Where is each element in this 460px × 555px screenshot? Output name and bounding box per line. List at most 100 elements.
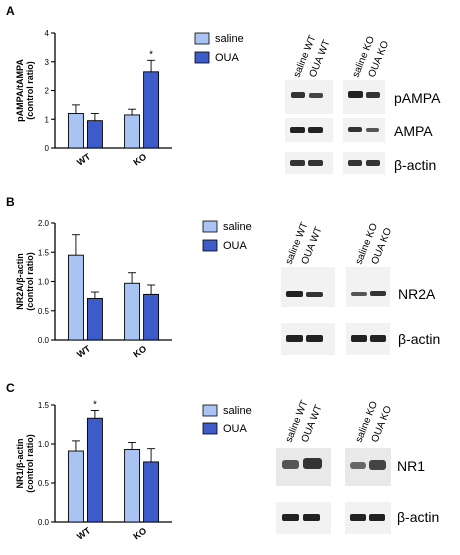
y-tick-label: 2 xyxy=(45,87,50,96)
x-tick-label-ko: KO xyxy=(131,526,148,542)
bar-chart-nr2a: 0.0 0.5 1.0 1.5 2.0 NR2A/β-actin (control rati… xyxy=(15,219,172,360)
legend-label-oua: OUA xyxy=(223,240,248,252)
blot-band xyxy=(306,292,323,297)
bar-chart-nr1: 0.0 0.5 1.0 1.5 NR1/β-actin (control ratio) WT… xyxy=(15,399,172,542)
legend-swatch-saline xyxy=(194,32,210,45)
blot-band xyxy=(370,291,386,296)
bar-saline-ko xyxy=(124,449,141,523)
legend-label-saline: saline xyxy=(223,405,252,417)
blot-band xyxy=(351,292,367,296)
blot-c: saline WT OUA WT saline KO OUA KO NR1 β-… xyxy=(276,399,439,534)
legend-label-oua: OUA xyxy=(215,52,240,64)
y-tick-label: 0.0 xyxy=(38,518,50,527)
blot-band xyxy=(351,335,367,342)
blot-image-nr2a-wt xyxy=(281,267,335,307)
legend-swatch-oua xyxy=(194,51,210,64)
legend-swatch-saline xyxy=(202,404,218,417)
bar-saline-ko xyxy=(124,282,141,341)
blot-band xyxy=(366,128,379,132)
legend-label-saline: saline xyxy=(215,33,244,45)
blot-band xyxy=(309,93,323,98)
blot-band xyxy=(282,514,299,521)
blot-band xyxy=(370,335,386,342)
blot-label-pampa: pAMPA xyxy=(394,90,441,106)
y-tick-label: 4 xyxy=(45,29,50,38)
blot-label-nr2a: NR2A xyxy=(398,286,436,302)
blot-a: saline WT OUA WT saline KO OUA KO pAMPA … xyxy=(285,34,441,174)
bar-oua-ko xyxy=(143,71,160,149)
blot-band xyxy=(369,514,385,521)
y-tick-label: 1.5 xyxy=(38,248,50,257)
blot-band xyxy=(290,127,305,133)
panel-letter-c: C xyxy=(6,381,15,395)
legend-swatch-oua xyxy=(202,239,218,252)
panel-letter-a: A xyxy=(6,4,15,18)
blot-band xyxy=(348,127,362,132)
x-tick-label-wt: WT xyxy=(75,151,93,168)
legend-label-saline: saline xyxy=(223,221,252,233)
blot-label-nr1: NR1 xyxy=(397,458,425,474)
x-tick-label-wt: WT xyxy=(75,343,93,360)
x-tick-label-ko: KO xyxy=(131,344,148,360)
y-axis-label: (control ratio) xyxy=(25,252,35,311)
legend-swatch-oua xyxy=(202,422,218,435)
legend-b: saline OUA xyxy=(202,220,252,252)
significance-marker: * xyxy=(93,399,97,410)
blot-band xyxy=(303,514,320,521)
bar-saline-wt xyxy=(67,450,84,523)
blot-image-nr2a-ko xyxy=(346,267,390,307)
blot-band xyxy=(366,160,380,166)
blot-band xyxy=(306,335,323,342)
blot-label-ampa: AMPA xyxy=(394,123,433,139)
blot-band xyxy=(308,127,323,133)
bar-oua-ko xyxy=(143,293,160,341)
significance-marker: * xyxy=(149,49,153,60)
y-axis-label: (control ratio) xyxy=(25,61,35,120)
blot-band xyxy=(348,91,363,98)
x-tick-label-ko: KO xyxy=(131,152,148,168)
blot-band xyxy=(290,160,305,166)
bar-saline-wt xyxy=(67,254,84,341)
blot-image-actin-ko xyxy=(343,152,385,174)
blot-band xyxy=(303,458,322,469)
legend-c: saline OUA xyxy=(202,404,252,435)
y-tick-label: 0.5 xyxy=(38,307,50,316)
y-tick-label: 1 xyxy=(45,115,50,124)
blot-b: saline WT OUA WT saline KO OUA KO NR2A β… xyxy=(281,221,440,355)
blot-band xyxy=(350,514,366,521)
legend-label-oua: OUA xyxy=(223,423,248,435)
bar-oua-wt xyxy=(86,417,103,523)
y-tick-label: 1.5 xyxy=(38,401,50,410)
blot-band xyxy=(282,460,299,469)
blot-band xyxy=(350,462,366,469)
y-tick-label: 1.0 xyxy=(38,278,50,287)
blot-band xyxy=(366,92,380,98)
bar-saline-ko xyxy=(124,114,141,149)
legend-a: saline OUA xyxy=(194,32,244,64)
y-axis-label: NR2A/β-actin xyxy=(15,253,25,310)
legend-swatch-saline xyxy=(202,220,218,233)
y-tick-label: 1.0 xyxy=(38,440,50,449)
y-axis-label: pAMPA/tAMPA xyxy=(15,59,25,122)
blot-band xyxy=(291,92,305,98)
bar-chart-pampa: 0 1 2 3 4 pAMPA/tAMPA (control ratio) WT KO * xyxy=(15,29,172,168)
panel-letter-b: B xyxy=(6,195,15,209)
y-tick-label: 3 xyxy=(45,58,50,67)
blot-label-actin: β-actin xyxy=(397,509,439,525)
x-tick-label-wt: WT xyxy=(75,525,93,542)
blot-band xyxy=(286,291,303,297)
bar-oua-wt xyxy=(86,298,103,341)
blot-band xyxy=(286,335,303,342)
bar-oua-ko xyxy=(143,461,160,523)
bar-oua-wt xyxy=(86,120,103,149)
y-tick-label: 0 xyxy=(45,144,50,153)
blot-label-actin: β-actin xyxy=(398,331,440,347)
y-tick-label: 0.5 xyxy=(38,479,50,488)
y-axis-label: NR1/β-actin xyxy=(15,438,25,488)
y-axis-label: (control ratio) xyxy=(25,434,35,493)
blot-band xyxy=(348,160,362,166)
y-tick-label: 0.0 xyxy=(38,336,50,345)
blot-label-actin: β-actin xyxy=(394,157,436,173)
blot-band xyxy=(308,160,323,166)
